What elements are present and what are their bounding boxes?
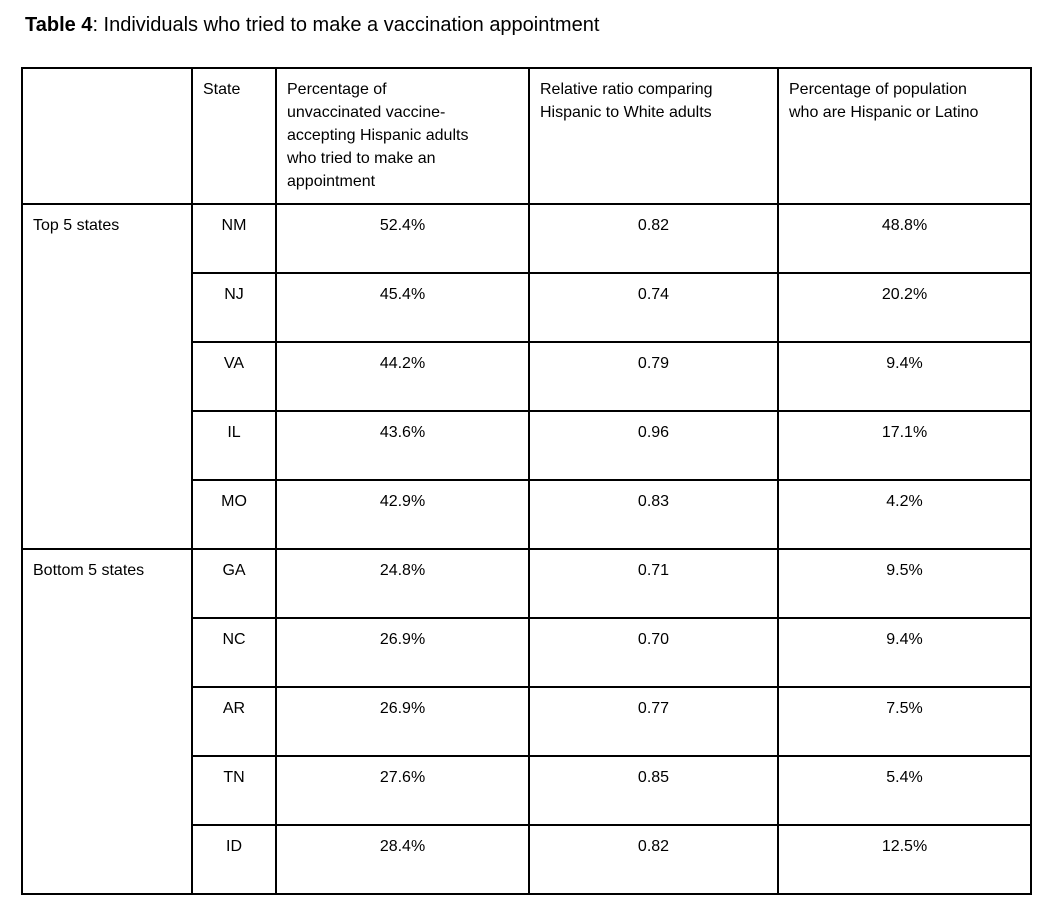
ratio-cell: 0.79 (528, 341, 779, 412)
table-row: Bottom 5 states GA 24.8% 0.71 9.5% (21, 548, 1032, 895)
table-row: VA 44.2% 0.79 9.4% (22, 341, 1032, 412)
ratio-cell: 0.82 (528, 824, 779, 895)
state-cell: TN (191, 755, 277, 826)
ratio-cell: 0.82 (528, 203, 779, 274)
state-cell: MO (191, 479, 277, 550)
pct-hispanic-cell: 48.8% (777, 203, 1032, 274)
state-cell: GA (191, 548, 277, 619)
header-group (21, 67, 193, 205)
pct-tried-cell: 45.4% (275, 272, 530, 343)
header-ratio: Relative ratio comparing Hispanic to Whi… (528, 67, 779, 205)
table-row: ID 28.4% 0.82 12.5% (22, 824, 1032, 895)
table-caption-text: : Individuals who tried to make a vaccin… (92, 14, 600, 36)
ratio-cell: 0.96 (528, 410, 779, 481)
ratio-cell: 0.70 (528, 617, 779, 688)
pct-hispanic-cell: 12.5% (777, 824, 1032, 895)
state-cell: NC (191, 617, 277, 688)
header-pct-hispanic: Percentage of population who are Hispani… (777, 67, 1032, 205)
pct-tried-cell: 26.9% (275, 617, 530, 688)
table-row: NC 26.9% 0.70 9.4% (22, 617, 1032, 688)
ratio-cell: 0.77 (528, 686, 779, 757)
pct-tried-cell: 44.2% (275, 341, 530, 412)
ratio-cell: 0.71 (528, 548, 779, 619)
pct-tried-cell: 52.4% (275, 203, 530, 274)
state-cell: ID (191, 824, 277, 895)
pct-hispanic-cell: 9.5% (777, 548, 1032, 619)
header-state: State (191, 67, 277, 205)
table-row: MO 42.9% 0.83 4.2% (22, 479, 1032, 550)
table-caption: Table 4: Individuals who tried to make a… (0, 0, 1064, 37)
table-row: TN 27.6% 0.85 5.4% (22, 755, 1032, 826)
header-pct-tried: Percentage of unvaccinated vaccine- acce… (275, 67, 530, 205)
group-label-top5: Top 5 states (21, 203, 193, 550)
state-cell: NM (191, 203, 277, 274)
pct-hispanic-cell: 4.2% (777, 479, 1032, 550)
pct-hispanic-cell: 9.4% (777, 617, 1032, 688)
state-cell: VA (191, 341, 277, 412)
pct-tried-cell: 28.4% (275, 824, 530, 895)
pct-hispanic-cell: 9.4% (777, 341, 1032, 412)
ratio-cell: 0.74 (528, 272, 779, 343)
pct-tried-cell: 43.6% (275, 410, 530, 481)
ratio-cell: 0.85 (528, 755, 779, 826)
pct-tried-cell: 42.9% (275, 479, 530, 550)
table-row: IL 43.6% 0.96 17.1% (22, 410, 1032, 481)
table-caption-label: Table 4 (25, 14, 93, 36)
state-cell: AR (191, 686, 277, 757)
ratio-cell: 0.83 (528, 479, 779, 550)
header-row: State Percentage of unvaccinated vaccine… (21, 67, 1032, 205)
table-row: AR 26.9% 0.77 7.5% (22, 686, 1032, 757)
pct-tried-cell: 26.9% (275, 686, 530, 757)
pct-hispanic-cell: 20.2% (777, 272, 1032, 343)
group-label-bottom5: Bottom 5 states (21, 548, 193, 895)
pct-hispanic-cell: 5.4% (777, 755, 1032, 826)
pct-hispanic-cell: 17.1% (777, 410, 1032, 481)
state-cell: IL (191, 410, 277, 481)
vaccination-appointment-table: State Percentage of unvaccinated vaccine… (21, 67, 1032, 895)
pct-hispanic-cell: 7.5% (777, 686, 1032, 757)
pct-tried-cell: 27.6% (275, 755, 530, 826)
pct-tried-cell: 24.8% (275, 548, 530, 619)
table-row: NJ 45.4% 0.74 20.2% (22, 272, 1032, 343)
state-cell: NJ (191, 272, 277, 343)
table-row: Top 5 states NM 52.4% 0.82 48.8% (21, 203, 1032, 550)
